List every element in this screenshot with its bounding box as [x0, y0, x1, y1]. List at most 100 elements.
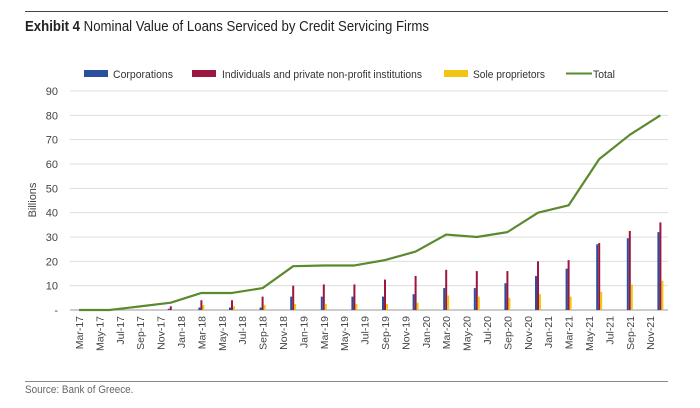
chart-title: Exhibit 4 Nominal Value of Loans Service…: [25, 18, 429, 35]
x-tick-label: Mar-18: [196, 316, 208, 349]
bar-corporations: [229, 307, 231, 310]
bar-sole: [202, 305, 205, 310]
bar-individuals: [322, 284, 325, 310]
bar-individuals: [598, 243, 601, 310]
bar-sole: [386, 303, 388, 310]
bar-sole: [477, 296, 480, 310]
bar-individuals: [261, 296, 264, 310]
y-tick-label: 80: [46, 110, 58, 122]
bar-individuals: [475, 271, 478, 310]
chart: - 10 20 30 40 50 60 70 80 90 Billions Mar-17 May-17 J…: [27, 69, 668, 351]
bar-corporations: [351, 296, 354, 310]
bar-corporations: [443, 288, 446, 310]
x-tick-label: Jul-20: [482, 316, 494, 345]
y-tick-label: 40: [46, 208, 58, 220]
bar-sole: [539, 294, 541, 310]
source-note: Source: Bank of Greece.: [25, 384, 134, 396]
bar-corporations: [167, 308, 170, 310]
bar-corporations: [382, 296, 384, 310]
y-tick-label: 30: [46, 232, 58, 244]
x-tick-label: Nov-19: [400, 316, 412, 350]
bar-corporations: [626, 238, 629, 310]
bar-sole: [569, 296, 572, 310]
bar-sole: [324, 303, 327, 310]
x-tick-label: Nov-20: [523, 316, 535, 350]
bar-corporations: [198, 307, 201, 310]
bar-individuals: [169, 306, 172, 310]
bar-corporations: [657, 232, 660, 310]
legend-swatch-2: [444, 70, 468, 77]
bar-sole: [416, 302, 419, 310]
x-tick-label: Mar-20: [441, 316, 453, 349]
y-tick-label: 20: [46, 256, 58, 268]
x-tick-label: Jan-18: [176, 316, 188, 348]
legend-label: Corporations: [113, 69, 173, 81]
bar-sole: [508, 297, 511, 310]
bar-individuals: [414, 275, 417, 310]
bar-sole: [447, 295, 450, 310]
y-tick-label: 10: [46, 281, 58, 293]
bar-corporations: [504, 283, 507, 310]
x-tick-label: Mar-17: [74, 316, 86, 349]
bar-sole: [355, 303, 358, 310]
x-tick-label: Jul-21: [604, 316, 616, 345]
x-tick-label: Jan-21: [543, 316, 555, 348]
bar-sole: [233, 306, 235, 310]
x-tick-label: Jul-19: [360, 316, 372, 345]
bar-corporations: [535, 275, 537, 310]
y-tick-label: 50: [46, 183, 58, 195]
bar-corporations: [259, 307, 262, 310]
legend-label: Total: [593, 69, 615, 81]
bar-corporations: [412, 294, 415, 310]
bar-individuals: [384, 279, 386, 310]
bar-individuals: [537, 261, 539, 310]
total-line: [79, 114, 661, 312]
bar-sole: [294, 303, 297, 310]
y-axis-label: Billions: [27, 182, 39, 217]
bar-corporations: [473, 288, 476, 310]
bar-sole: [600, 291, 603, 310]
bottom-rule: [25, 381, 668, 382]
x-tick-label: May-20: [462, 316, 474, 351]
x-tick-label: Nov-21: [645, 316, 657, 350]
x-tick-label: Jul-18: [237, 316, 249, 345]
bar-sole: [661, 280, 664, 310]
bar-sole: [630, 284, 633, 310]
bar-sole: [263, 305, 266, 310]
x-tick-label: Sep-17: [135, 316, 147, 350]
x-tick-label: Sep-21: [625, 316, 637, 350]
bar-individuals: [292, 285, 295, 310]
legend-swatch-1: [192, 70, 216, 77]
bar-individuals: [353, 284, 356, 310]
bar-individuals: [567, 260, 570, 310]
x-tick-label: Sep-18: [258, 316, 270, 350]
x-tick-label: Jan-19: [298, 316, 310, 348]
y-tick-label: 60: [46, 159, 58, 171]
x-tick-label: May-19: [339, 316, 351, 351]
bar-individuals: [659, 222, 662, 310]
x-tick-label: Jan-20: [421, 316, 433, 348]
exhibit-title: Nominal Value of Loans Serviced by Credi…: [83, 18, 429, 35]
legend-swatch-0: [84, 70, 108, 77]
x-tick-label: May-21: [584, 316, 596, 351]
bar-corporations: [596, 244, 599, 310]
x-tick-label: May-17: [94, 316, 106, 351]
x-tick-label: May-18: [217, 316, 229, 351]
bar-individuals: [231, 300, 233, 310]
bar-individuals: [628, 230, 631, 310]
bar-individuals: [445, 269, 448, 310]
bar-individuals: [200, 300, 203, 310]
x-tick-label: Jul-17: [115, 316, 127, 345]
x-tick-label: Sep-20: [502, 316, 514, 350]
y-tick-label: -: [54, 305, 58, 317]
x-tick-label: Mar-21: [564, 316, 576, 349]
exhibit-number: Exhibit 4: [25, 18, 81, 35]
y-tick-label: 70: [46, 135, 58, 147]
bar-corporations: [565, 268, 568, 310]
top-rule: [25, 11, 668, 12]
bar-corporations: [290, 296, 293, 310]
bar-individuals: [506, 271, 509, 310]
x-tick-label: Sep-19: [380, 316, 392, 350]
legend-label: Individuals and private non-profit insti…: [222, 69, 422, 81]
y-tick-label: 90: [46, 86, 58, 98]
